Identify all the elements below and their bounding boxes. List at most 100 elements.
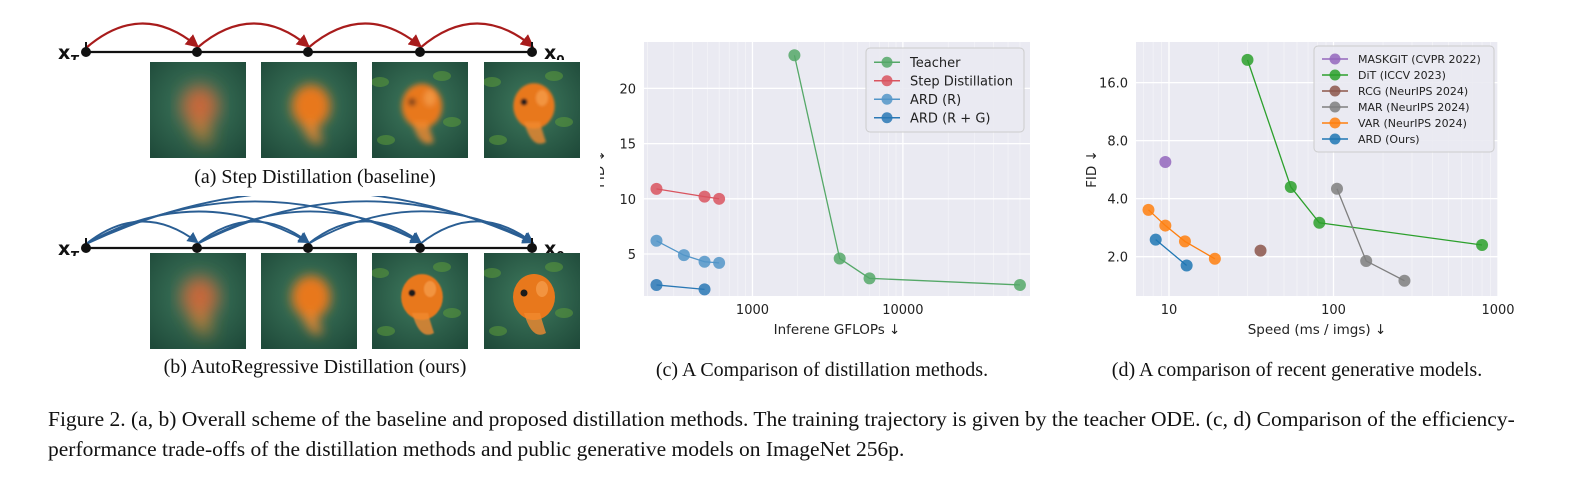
fish-tail (190, 122, 212, 144)
y-tick-label: 5 (628, 248, 636, 263)
legend-label: DiT (ICCV 2023) (1358, 69, 1446, 82)
trajectory-node (303, 47, 313, 57)
data-point (1476, 238, 1489, 251)
weed (443, 308, 461, 318)
blurry-fish-2-image (261, 253, 357, 349)
weed (555, 308, 573, 318)
step-arrow (419, 22, 535, 49)
y-tick-label: 4.0 (1107, 193, 1128, 208)
legend-marker (1329, 69, 1341, 81)
weed (489, 135, 507, 145)
data-point (1142, 203, 1155, 216)
legend-marker (1329, 101, 1341, 113)
goldfish (513, 274, 555, 335)
data-point (1330, 182, 1343, 195)
legend-marker (881, 56, 893, 68)
goldfish (401, 274, 443, 335)
y-tick-label: 16.0 (1099, 77, 1128, 92)
legend-marker (881, 75, 893, 87)
goldfish (291, 275, 331, 335)
weed (433, 262, 451, 272)
weed (489, 326, 507, 336)
data-point (1254, 244, 1267, 257)
series-line (656, 240, 720, 264)
weeds (372, 262, 461, 336)
legend-label: Step Distillation (910, 74, 1013, 89)
scheme-b-diagram: xT x0 (58, 196, 565, 256)
trajectory-node (192, 47, 202, 57)
step-arrow (196, 22, 311, 49)
data-point (698, 190, 711, 203)
series-line (1155, 239, 1188, 266)
weeds (372, 71, 461, 145)
x-axis-label: Speed (ms / imgs) ↓ (1248, 322, 1387, 338)
step-arrow (85, 22, 200, 49)
goldfish (513, 83, 555, 144)
series-line (793, 55, 1020, 286)
data-point (1208, 252, 1221, 265)
data-point (788, 49, 801, 62)
fish-body (181, 85, 219, 127)
x-tick-label: 1000 (1481, 303, 1514, 318)
sharp-fish-3-image (372, 253, 468, 349)
legend-box (865, 47, 1025, 133)
legend-marker (881, 93, 893, 105)
legend-label: VAR (NeurIPS 2024) (1358, 117, 1467, 130)
data-point (1360, 254, 1373, 267)
fish-highlight (424, 281, 436, 297)
x-tick-label: 10 (1161, 303, 1178, 318)
weed (377, 326, 395, 336)
legend-label: MAR (NeurIPS 2024) (1358, 101, 1470, 114)
panel-b-scheme: xT x0 (b) AutoRegressive Distillation (ou… (0, 0, 600, 400)
data-point (863, 272, 876, 285)
trajectory-node (81, 243, 91, 253)
x-tick-label: 100 (1321, 303, 1346, 318)
data-point (713, 256, 726, 269)
data-point (1284, 180, 1297, 193)
weed (484, 77, 501, 87)
legend-label: ARD (R + G) (910, 111, 990, 126)
chart-c-distillation: 1000 10000 5 10 15 20 Inferene GFLOPs ↓ FID ↓ Te… (600, 42, 1030, 338)
weed (372, 268, 389, 278)
y-axis-label: FID ↓ (600, 150, 608, 188)
blurry-fish-2-image (261, 62, 357, 158)
goldfish (401, 83, 443, 144)
weed (433, 71, 451, 81)
data-point (833, 252, 846, 265)
legend-label: ARD (Ours) (1358, 133, 1420, 146)
y-axis-label: FID ↓ (1084, 150, 1100, 188)
chart-d-generative-models: 10 100 1000 2.0 4.0 8.0 16.0 Speed (ms / imgs) … (1084, 42, 1515, 338)
fish-highlight (536, 281, 548, 297)
legend-label: MASKGIT (CVPR 2022) (1358, 53, 1481, 66)
fish-tail (301, 122, 323, 144)
legend-box (1313, 45, 1495, 153)
trajectory-node (81, 47, 91, 57)
x-tick-label: 10000 (882, 303, 923, 318)
weed (372, 77, 389, 87)
ar-arrow (85, 220, 199, 245)
figure-caption: Figure 2. (a, b) Overall scheme of the b… (48, 407, 1515, 461)
data-point (650, 278, 663, 291)
weed (545, 262, 563, 272)
panel-a-scheme: xT x0 (a) Step Distillation (baseline) (0, 0, 600, 200)
data-point (650, 234, 663, 247)
fish-tail (524, 313, 546, 335)
data-point (698, 255, 711, 268)
legend-marker (1329, 85, 1341, 97)
goldfish (181, 85, 219, 144)
step-arrow (307, 22, 423, 49)
weed (545, 71, 563, 81)
fish-3-image (372, 62, 468, 158)
fish-eye (408, 98, 416, 106)
y-tick-label: 10 (619, 193, 636, 208)
fish-body (401, 274, 443, 320)
x-tick-label: 1000 (736, 303, 769, 318)
data-point (1313, 216, 1326, 229)
fish-body (181, 276, 219, 318)
legend-label: RCG (NeurIPS 2024) (1358, 85, 1468, 98)
data-point (713, 192, 726, 205)
x-axis-label: Inferene GFLOPs ↓ (774, 322, 901, 338)
caption-b: (b) AutoRegressive Distillation (ours) (163, 356, 467, 378)
legend-marker (1329, 117, 1341, 129)
data-point (1159, 155, 1172, 168)
